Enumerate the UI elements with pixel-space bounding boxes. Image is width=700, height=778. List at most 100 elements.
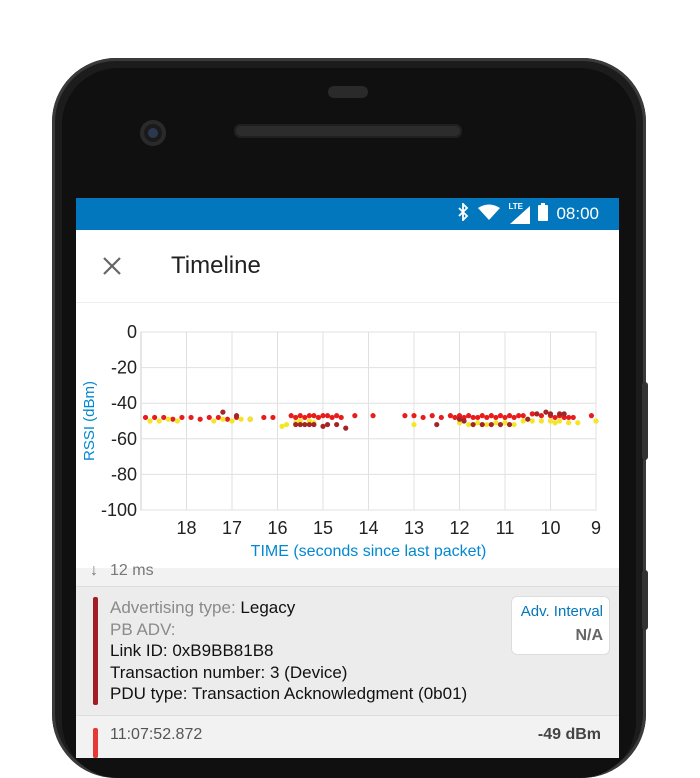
bluetooth-icon — [456, 201, 470, 226]
data-point — [334, 421, 340, 428]
wifi-icon — [478, 204, 501, 225]
page-title: Timeline — [171, 252, 261, 279]
close-icon — [103, 257, 121, 275]
status-bar: LTE 08:00 — [76, 198, 619, 230]
data-point — [306, 418, 312, 424]
data-point — [529, 418, 535, 424]
data-point — [311, 421, 317, 428]
app-bar: Timeline — [76, 230, 619, 303]
data-point — [297, 413, 303, 419]
interval-row: ↓ 12 ms — [76, 562, 619, 584]
front-sensor — [328, 86, 368, 98]
data-point — [557, 418, 563, 424]
data-point — [497, 421, 504, 428]
data-point — [529, 411, 535, 417]
data-point — [156, 418, 162, 424]
data-point — [247, 416, 253, 422]
data-point — [538, 413, 544, 419]
data-point — [484, 414, 490, 421]
data-point — [497, 413, 504, 419]
front-camera — [140, 120, 166, 146]
adv-interval-box: Adv. Interval N/A — [511, 596, 610, 655]
data-point — [302, 414, 308, 421]
packet-card[interactable]: Advertising type: Legacy PB ADV: Link ID… — [76, 586, 619, 716]
data-point — [429, 413, 435, 419]
data-point — [215, 414, 221, 421]
data-point — [311, 413, 317, 419]
data-point — [475, 414, 481, 421]
link-id: Link ID: 0xB9BB81B8 — [110, 641, 274, 660]
data-point — [461, 414, 467, 421]
data-point — [293, 421, 299, 428]
data-point — [165, 416, 171, 422]
data-point — [511, 421, 517, 428]
data-point — [297, 421, 303, 428]
data-point — [502, 414, 508, 421]
data-point — [343, 425, 349, 431]
data-point — [338, 414, 344, 421]
data-point — [329, 414, 335, 421]
close-button[interactable] — [98, 252, 126, 280]
data-point — [475, 420, 481, 426]
data-point — [306, 413, 312, 419]
data-point — [561, 414, 567, 421]
data-point — [506, 413, 513, 419]
volume-button — [642, 382, 648, 460]
data-point — [238, 416, 244, 422]
data-point — [484, 421, 490, 428]
data-point — [447, 413, 453, 419]
x-tick-label: 10 — [540, 518, 560, 538]
arrow-down-icon: ↓ — [90, 562, 98, 579]
data-point — [370, 413, 376, 419]
data-point — [502, 420, 508, 426]
y-tick-label: -100 — [101, 500, 137, 520]
adv-interval-label: Adv. Interval — [520, 603, 603, 620]
data-point — [211, 418, 217, 424]
data-point — [566, 420, 572, 426]
screen: LTE 08:00 Timeline 18 17 16 15 14 13 12 11 10 9 0 -… — [76, 198, 619, 758]
rssi-color-bar — [93, 728, 98, 758]
data-point — [452, 414, 458, 421]
data-point — [525, 416, 531, 422]
y-tick-label: -40 — [111, 393, 137, 413]
data-point — [293, 414, 299, 421]
x-tick-label: 16 — [267, 518, 287, 538]
adv-interval-value: N/A — [575, 627, 603, 644]
data-point — [466, 421, 472, 428]
data-point — [516, 413, 522, 419]
data-point — [288, 413, 294, 419]
data-point — [557, 411, 563, 417]
data-point — [142, 414, 149, 421]
data-point — [493, 414, 499, 421]
earpiece-speaker — [234, 124, 462, 138]
adv-type-line: Advertising type: Legacy — [110, 597, 467, 619]
data-point — [402, 413, 408, 419]
data-point — [284, 421, 290, 428]
data-point — [547, 418, 554, 424]
packet-row[interactable]: 11:07:52.872 -49 dBm — [76, 718, 619, 758]
data-point — [534, 411, 540, 417]
y-tick-label: 0 — [127, 322, 137, 342]
x-tick-label: 18 — [176, 518, 196, 538]
packet-rssi: -49 dBm — [537, 726, 601, 743]
x-axis-label: TIME (seconds since last packet) — [251, 543, 487, 560]
data-point — [466, 413, 472, 419]
y-axis-label: RSSI (dBm) — [81, 381, 98, 461]
adv-type-value: Legacy — [240, 598, 296, 617]
data-point — [188, 414, 194, 421]
data-point — [456, 416, 463, 422]
data-point — [320, 413, 326, 419]
status-time: 08:00 — [556, 204, 599, 223]
data-point — [220, 409, 226, 415]
data-point — [352, 413, 358, 419]
network-type-label: LTE — [508, 202, 523, 211]
x-tick-label: 14 — [358, 518, 378, 538]
data-point — [493, 420, 499, 426]
data-point — [543, 409, 549, 415]
data-point — [279, 423, 285, 429]
data-point — [575, 420, 581, 426]
data-point — [334, 413, 340, 419]
data-point — [411, 413, 417, 419]
packet-timestamp: 11:07:52.872 — [110, 726, 203, 743]
x-tick-label: 17 — [222, 518, 242, 538]
